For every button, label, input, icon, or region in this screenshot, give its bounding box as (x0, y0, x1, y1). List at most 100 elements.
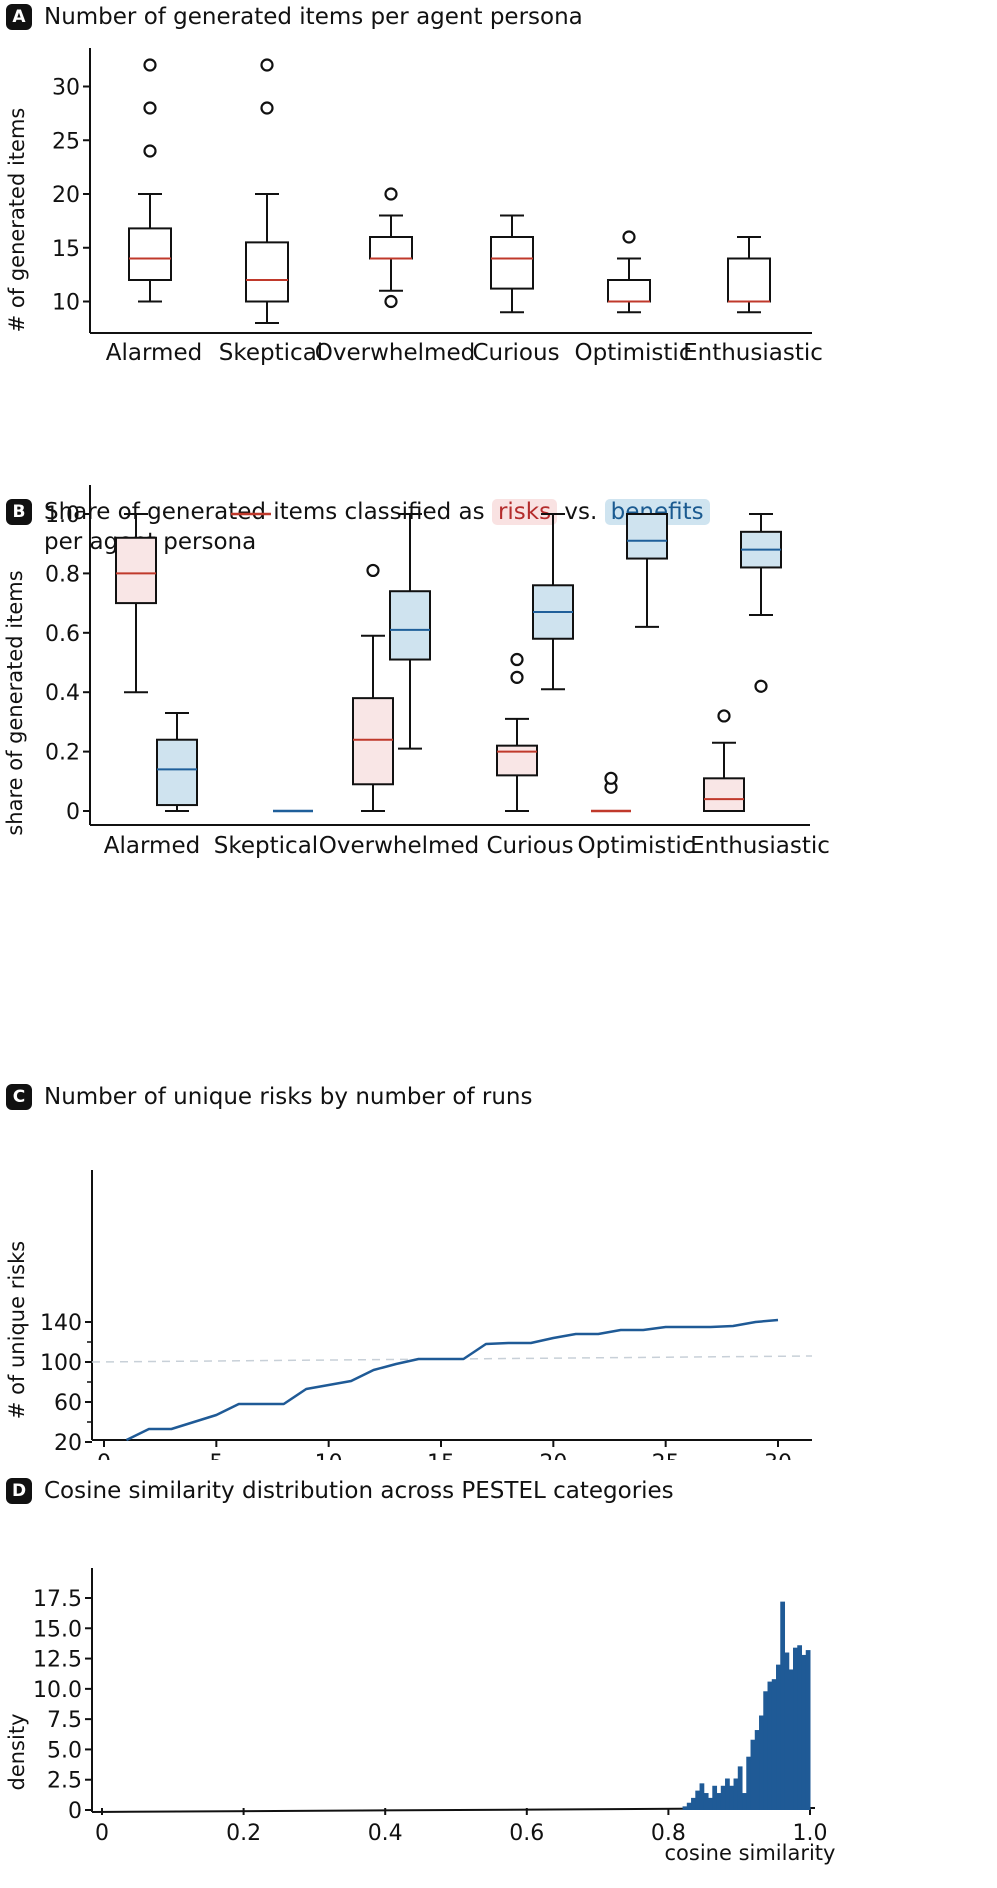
panel-c: C Number of unique risks by number of ru… (0, 1050, 997, 1460)
chart-d-hist-bar (716, 1793, 722, 1810)
chart-d-y-tick-label: 2.5 (47, 1769, 82, 1794)
chart-a-alarmed-outlier-2 (143, 58, 157, 72)
panel-b-title-vs: vs. (564, 499, 598, 525)
panel-b-title-prefix: Share of generated items classified as (44, 499, 485, 525)
chart-a-category-label: Alarmed (106, 340, 202, 366)
chart-c-x-tick-label: 0 (97, 1451, 111, 1460)
chart-b-risks-optimistic-box (591, 771, 631, 813)
chart-c-y-tick-label: 20 (54, 1431, 82, 1456)
chart-c-x-tick-label: 5 (209, 1451, 223, 1460)
chart-a-y-tick-label: 20 (52, 183, 80, 208)
chart-d-hist-bar (742, 1793, 747, 1810)
panel-a: A Number of generated items per agent pe… (0, 0, 997, 385)
chart-b-risks-curious-outlier-0 (510, 670, 524, 684)
chart-b-y-tick-label: 0.2 (45, 741, 80, 766)
chart-a-alarmed-iqr (128, 227, 172, 281)
chart-a-skeptical-outlier-0 (260, 101, 274, 115)
chart-c-x-tick-label: 20 (539, 1451, 567, 1460)
chart-d-y-axis-label: density (5, 1714, 29, 1791)
chart-c-y-tick-label: 140 (40, 1311, 82, 1336)
chart-b-risks-curious-iqr (496, 744, 538, 777)
chart-d-y-tick-label: 5.0 (47, 1738, 82, 1763)
chart-b-y-tick-label: 1.0 (45, 503, 80, 528)
chart-a-category-label: Skeptical (219, 340, 323, 366)
chart-b-risks-optimistic-outlier-1 (604, 771, 618, 785)
chart-b-category-label: Alarmed (104, 833, 200, 859)
chart-c-x-tick-label: 15 (427, 1451, 455, 1460)
chart-a-optimistic-box (607, 230, 651, 314)
panel-d-header: D Cosine similarity distribution across … (6, 1476, 674, 1506)
panel-d-letter: D (6, 1478, 32, 1504)
chart-d-hist-bar (737, 1766, 743, 1810)
chart-a-overwhelmed-iqr (369, 236, 413, 260)
chart-a-overwhelmed-outlier-0 (384, 294, 398, 309)
chart-a-skeptical-iqr (245, 241, 289, 303)
chart-d-hist-bar (763, 1691, 769, 1810)
chart-d-x-tick-label: 0.8 (651, 1821, 686, 1846)
chart-a-optimistic-outlier-0 (622, 230, 636, 244)
panel-a-header: A Number of generated items per agent pe… (6, 2, 583, 32)
chart-d-hist-bar (771, 1679, 777, 1810)
chart-d-y-tick-label: 7.5 (47, 1708, 82, 1733)
chart-d-y-tick-label: 10.0 (33, 1678, 82, 1703)
chart-d-hist-bar (750, 1739, 756, 1810)
chart-b-risks-alarmed-box (115, 513, 157, 694)
chart-b-risks-overwhelmed-box (352, 563, 394, 812)
chart-b-y-axis-label: share of generated items (3, 570, 27, 835)
chart-d-hist-bar (793, 1647, 798, 1810)
chart-c-x-tick-label: 25 (652, 1451, 680, 1460)
chart-d-hist-bar (686, 1802, 692, 1810)
chart-d-hist-bar (682, 1806, 688, 1810)
chart-b-risks-curious-box (496, 652, 538, 812)
chart-c-x-tick-label: 10 (315, 1451, 343, 1460)
chart-d-hist-bar (691, 1797, 696, 1810)
chart-c-y-tick-label: 60 (54, 1391, 82, 1416)
chart-b-category-label: Optimistic (578, 833, 695, 859)
chart-d-hist-bar (801, 1654, 807, 1810)
chart-a-alarmed-outlier-0 (143, 144, 157, 158)
chart-d-hist-bar (767, 1681, 773, 1810)
chart-a-y-tick-label: 15 (52, 237, 80, 262)
chart-a-y-tick-label: 30 (52, 76, 80, 101)
chart-a-optimistic-iqr (607, 279, 651, 303)
chart-d-hist-bar (759, 1715, 764, 1810)
chart-b-y-tick-label: 0 (66, 800, 80, 825)
chart-a-category-label: Overwhelmed (315, 340, 475, 366)
panel-b: B Share of generated items classified as… (0, 385, 997, 1050)
panel-c-letter: C (6, 1084, 32, 1110)
chart-d-hist-bar (784, 1652, 790, 1810)
chart-b-benefits-overwhelmed-iqr (389, 590, 431, 661)
panel-b-header: B Share of generated items classified as… (6, 497, 710, 557)
chart-d-hist-bar (746, 1756, 752, 1810)
chart-c-series-line (125, 1318, 779, 1442)
chart-a-alarmed-outlier-1 (143, 101, 157, 115)
panel-a-title: Number of generated items per agent pers… (44, 4, 583, 30)
chart-d-hist-bar (733, 1778, 739, 1810)
chart-a-category-label: Enthusiastic (683, 340, 823, 366)
chart-d-x-tick-label: 0.2 (226, 1821, 261, 1846)
chart-d: 0 2.5 5.0 7.5 10.0 12.5 15.0 17.5 0 0.2 0.4 0.6 0.8 1… (5, 1568, 835, 1865)
risks-legend-label: risks (491, 499, 558, 525)
chart-b-risks-enthusiastic-outlier-0 (717, 709, 731, 723)
chart-c-x-tick-label: 30 (764, 1451, 792, 1460)
chart-b-benefits-enthusiastic-outlier-0 (754, 679, 768, 693)
chart-d-x-tick-label: 0 (95, 1821, 109, 1846)
panel-b-letter: B (6, 499, 32, 525)
chart-a-enthusiastic-box (727, 236, 771, 314)
chart-a-category-label: Optimistic (575, 340, 692, 366)
chart-a-y-axis-label: # of generated items (5, 108, 29, 333)
chart-d-hist-bar (776, 1664, 781, 1810)
chart-d-y-tick-label: 12.5 (33, 1648, 82, 1673)
chart-a-overwhelmed-outlier-1 (384, 187, 398, 201)
chart-b-benefits-alarmed-box (156, 711, 198, 812)
chart-b-category-label: Overwhelmed (319, 833, 479, 859)
chart-d-hist-bar (720, 1785, 726, 1810)
chart-b-benefits-optimistic-box (626, 513, 668, 628)
chart-d-x-tick-label: 1.0 (793, 1821, 828, 1846)
chart-d-hist-bar (708, 1797, 713, 1810)
chart-a-enthusiastic-iqr (727, 257, 771, 303)
chart-a-category-label: Curious (472, 340, 559, 366)
chart-b-benefits-alarmed-iqr (156, 738, 198, 807)
chart-d-y-tick-label: 15.0 (33, 1617, 82, 1642)
chart-d-hist-bar (805, 1650, 811, 1810)
